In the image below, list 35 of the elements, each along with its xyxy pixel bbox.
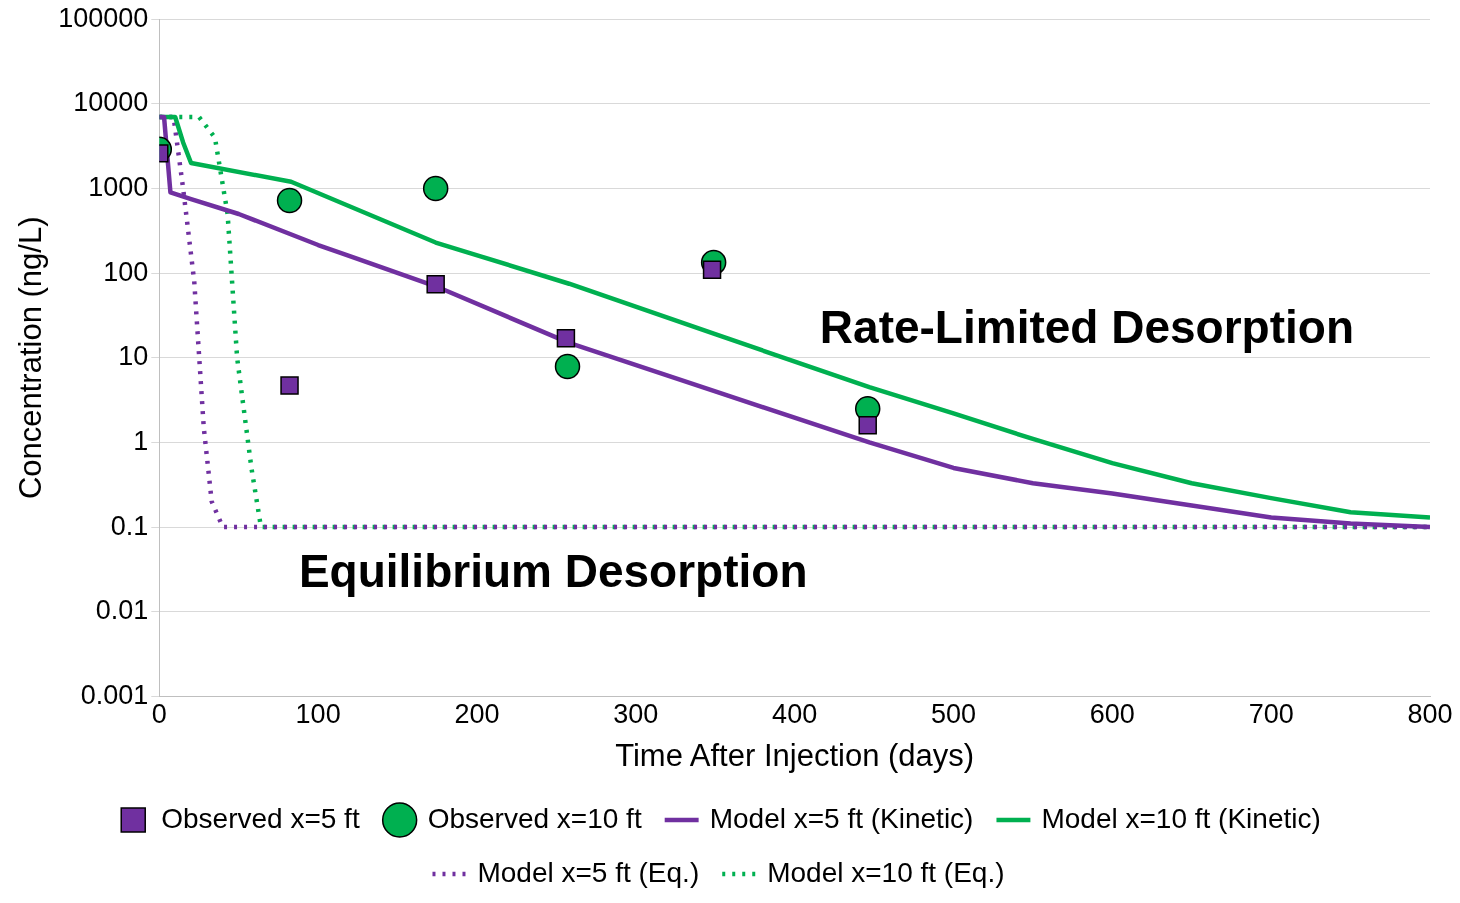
legend-label: Model x=5 ft (Eq.) [477,856,700,888]
x-tick-label: 600 [1089,699,1135,730]
annotation: Rate-Limited Desorption [819,301,1354,354]
y-tick-label: 10000 [73,87,149,118]
x-tick-label: 500 [930,699,977,730]
y-tick-label: 100 [103,256,149,287]
x-tick-label: 400 [772,699,818,730]
x-tick-label: 800 [1407,699,1453,730]
point [858,415,877,435]
y-tick-label: 10 [118,341,149,372]
y-tick-label: 0.1 [110,510,149,541]
point [554,353,581,380]
point [422,175,449,202]
legend-label: Observed x=5 ft [161,802,360,834]
legend-label: Model x=10 ft (Kinetic) [1041,802,1321,834]
legend-label: Model x=10 ft (Eq.) [767,856,1005,888]
point [556,329,576,348]
x-tick-label: 300 [613,699,659,730]
x-tick-label: 100 [295,699,341,730]
point [426,274,445,294]
x-tick-label: 0 [151,699,167,730]
x-axis-title: Time After Injection (days) [615,737,975,773]
y-axis-title: Concentration (ng/L) [13,216,49,500]
point [280,376,299,395]
legend-label: Model x=5 ft (Kinetic) [709,802,974,834]
y-tick-label: 1 [133,425,149,456]
y-tick-label: 100000 [58,2,149,33]
x-tick-label: 700 [1248,699,1294,730]
y-tick-label: 0.01 [95,595,149,626]
legend-label: Observed x=10 ft [427,802,642,834]
point [276,187,303,214]
y-tick-label: 1000 [88,171,149,202]
annotation: Equilibrium Desorption [298,545,808,598]
y-tick-label: 0.001 [80,679,149,710]
x-tick-label: 200 [454,699,500,730]
